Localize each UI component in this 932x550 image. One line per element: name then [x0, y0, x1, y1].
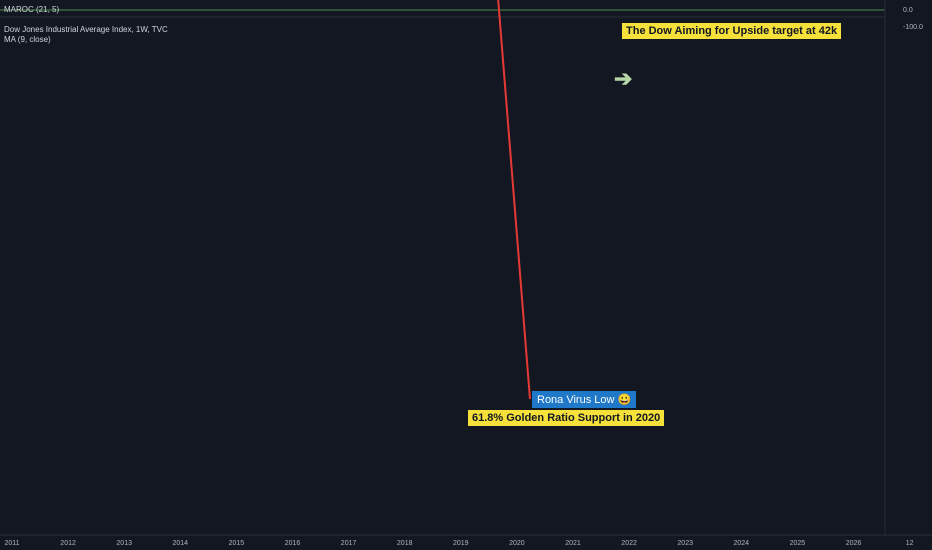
ma-legend: MA (9, close): [4, 35, 51, 44]
x-tick-label: 2015: [229, 540, 245, 547]
x-tick-label: 2025: [790, 540, 806, 547]
x-tick-label: 2018: [397, 540, 413, 547]
x-tick-label: 2014: [173, 540, 189, 547]
x-tick-label: 2011: [4, 540, 19, 547]
indicator-tick-label: -100.0: [903, 24, 923, 31]
x-tick-label: 2017: [341, 540, 357, 547]
x-tick-label: 2021: [565, 540, 581, 547]
indicator-tick-label: 0.0: [903, 7, 913, 14]
x-tick-label: 2016: [285, 540, 301, 547]
virus-low-note[interactable]: Rona Virus Low 😀: [532, 391, 637, 408]
x-tick-label: 2012: [60, 540, 76, 547]
support-arrow-line: [497, 0, 531, 400]
golden-ratio-note[interactable]: 61.8% Golden Ratio Support in 2020: [468, 410, 665, 426]
x-tick-label: 2023: [677, 540, 693, 547]
x-tick-label: 2026: [846, 540, 862, 547]
x-tick-label: 2022: [621, 540, 637, 547]
symbol-legend: Dow Jones Industrial Average Index, 1W, …: [4, 25, 168, 34]
x-tick-label: 2020: [509, 540, 525, 547]
x-tick-label: 2019: [453, 540, 469, 547]
x-tick-label: 2024: [734, 540, 750, 547]
indicator-legend: MAROC (21, 5): [4, 5, 60, 14]
x-tick-label: 12: [906, 540, 914, 547]
upside-target-note[interactable]: The Dow Aiming for Upside target at 42k: [622, 23, 842, 39]
x-tick-label: 2013: [116, 540, 132, 547]
right-arrow-icon: ➔: [614, 66, 633, 91]
